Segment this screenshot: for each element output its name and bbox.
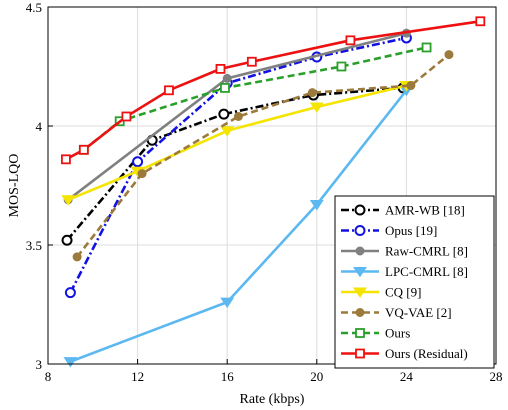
series-vq-vae-2 — [72, 50, 454, 262]
legend-label: Ours — [385, 326, 410, 341]
data-point — [354, 204, 366, 216]
legend-entry: VQ-VAE [2] — [341, 305, 452, 320]
data-point — [121, 111, 132, 122]
legend-label: AMR-WB [18] — [385, 203, 465, 218]
data-point — [345, 35, 356, 46]
legend-entry: Opus [19] — [341, 223, 437, 238]
data-point — [215, 63, 226, 74]
x-tick-label: 24 — [400, 369, 414, 384]
data-point — [63, 357, 78, 368]
data-point — [353, 267, 367, 278]
data-point — [355, 246, 365, 256]
data-point — [220, 83, 230, 93]
data-point — [246, 56, 257, 67]
data-point — [72, 252, 82, 262]
data-point — [137, 169, 147, 179]
data-point — [421, 42, 432, 53]
series-ours-residual — [61, 16, 486, 165]
x-tick-label: 20 — [310, 369, 323, 384]
data-point — [164, 85, 174, 96]
x-ticks: 8 12 16 20 24 28 — [45, 359, 503, 384]
series-line — [66, 86, 404, 242]
legend: AMR-WB [18] Opus [19] Raw-CMRL [8] LPC-CMRL… — [334, 195, 495, 369]
data-point — [355, 308, 365, 317]
data-point — [406, 81, 416, 91]
x-tick-label: 8 — [45, 369, 52, 384]
legend-entry: Raw-CMRL [8] — [341, 244, 468, 259]
legend-label: CQ [9] — [385, 285, 421, 300]
y-tick-label: 3 — [36, 357, 43, 372]
y-tick-label: 4 — [36, 119, 43, 134]
data-point — [78, 144, 89, 155]
x-tick-label: 12 — [131, 369, 144, 384]
y-tick-label: 4.5 — [26, 0, 42, 15]
legend-label: Opus [19] — [385, 223, 437, 238]
data-point — [61, 195, 76, 206]
legend-entry: Ours (Residual) — [341, 346, 468, 361]
data-point — [355, 328, 365, 338]
series-line — [76, 53, 450, 258]
data-point — [61, 154, 71, 165]
series-line — [69, 36, 407, 294]
legend-label: Raw-CMRL [8] — [385, 244, 468, 259]
data-point — [354, 225, 366, 236]
plot-frame — [47, 6, 497, 365]
data-point — [220, 126, 235, 137]
legend-entry: AMR-WB [18] — [341, 203, 465, 218]
y-tick-label: 3.5 — [26, 238, 42, 253]
legend-entry: CQ [9] — [341, 285, 421, 300]
x-tick-label: 28 — [490, 369, 503, 384]
legend-label: Ours (Residual) — [385, 346, 468, 361]
data-point — [475, 16, 486, 27]
series-line — [69, 89, 408, 363]
data-point — [309, 102, 324, 113]
data-point — [353, 287, 367, 298]
data-point — [355, 348, 365, 359]
legend-label: LPC-CMRL [8] — [385, 264, 468, 279]
data-point — [307, 88, 317, 98]
x-axis-label: Rate (kbps) — [240, 392, 305, 407]
legend-label: VQ-VAE [2] — [385, 305, 452, 320]
legend-entry: Ours — [341, 326, 410, 341]
legend-entry: LPC-CMRL [8] — [341, 264, 468, 279]
series-lines — [61, 16, 486, 368]
legend-box — [334, 195, 495, 369]
series-cq-9 — [61, 81, 414, 206]
x-tick-label: 16 — [221, 369, 235, 384]
data-point — [61, 234, 73, 246]
data-point — [336, 61, 347, 72]
y-ticks: 3 3.5 4 4.5 — [26, 0, 53, 372]
data-point — [220, 297, 235, 309]
series-line — [65, 19, 481, 161]
y-axis-label: MOS-LQO — [7, 154, 22, 218]
series-line — [67, 84, 407, 201]
data-point — [444, 50, 454, 60]
data-point — [64, 287, 76, 299]
data-point — [309, 200, 324, 211]
data-point — [222, 73, 232, 83]
data-point — [132, 156, 144, 168]
data-point — [218, 108, 230, 120]
data-point — [233, 111, 243, 121]
